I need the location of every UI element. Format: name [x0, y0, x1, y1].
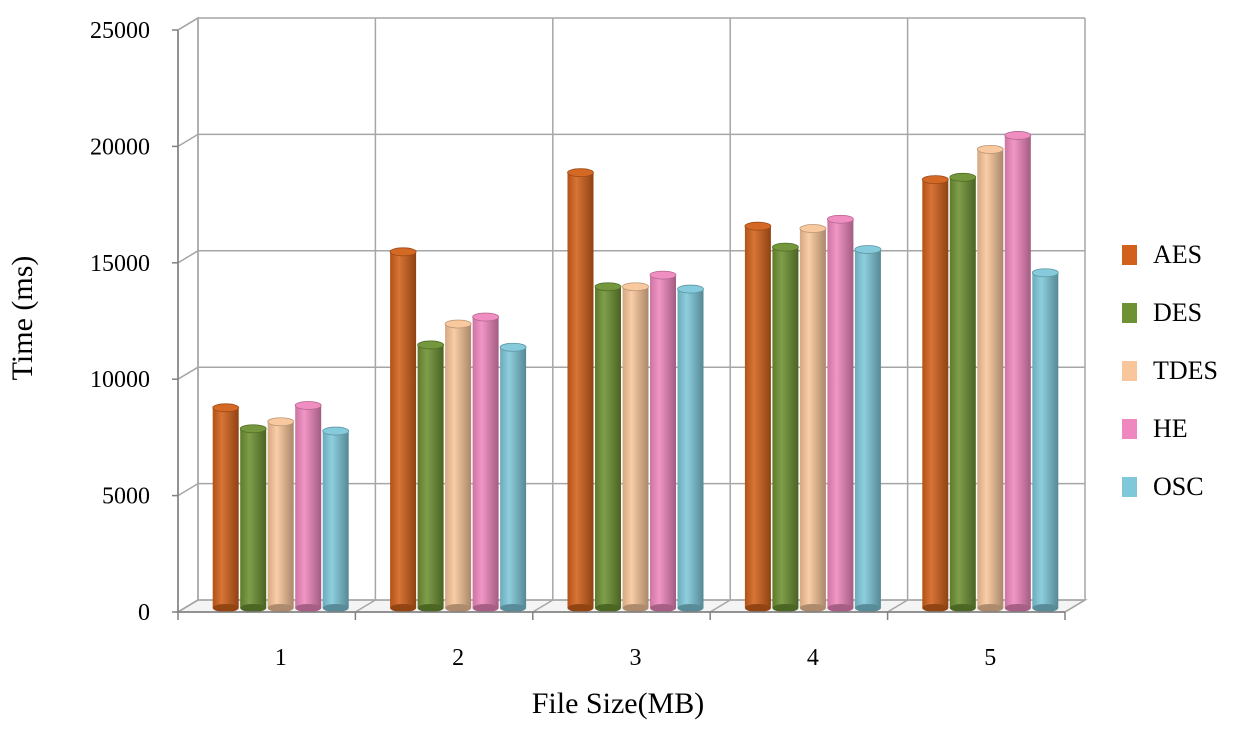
- legend-label: TDES: [1153, 356, 1218, 385]
- bar-des-2: [417, 340, 445, 612]
- y-tick-label: 25000: [90, 18, 150, 44]
- legend-swatch: [1122, 303, 1137, 323]
- floor-divider: [887, 599, 908, 613]
- legend-label: OSC: [1153, 472, 1204, 501]
- gridline-side: [177, 133, 199, 148]
- bar-tdes-5: [976, 144, 1004, 612]
- legend-item-aes: AES: [1122, 240, 1202, 269]
- bar-aes-5: [921, 175, 949, 612]
- legend-label: DES: [1153, 298, 1202, 327]
- bars: [212, 131, 1059, 612]
- bar-he-5: [1004, 131, 1032, 612]
- x-axis-title: File Size(MB): [532, 687, 705, 720]
- legend-label: AES: [1153, 240, 1202, 269]
- x-tick-label: 1: [275, 645, 287, 671]
- legend-label: HE: [1153, 414, 1188, 443]
- legend-item-tdes: TDES: [1122, 356, 1218, 385]
- legend: AES DES TDES HE OSC: [1122, 240, 1218, 501]
- bar-des-3: [594, 282, 622, 612]
- y-tick-label: 10000: [90, 367, 150, 393]
- legend-item-he: HE: [1122, 414, 1188, 443]
- gridline-side: [177, 482, 199, 497]
- legend-item-des: DES: [1122, 298, 1202, 327]
- y-axis-title: Time (ms): [6, 256, 39, 381]
- bar-osc-4: [854, 245, 882, 612]
- floor-divider: [177, 599, 199, 613]
- x-tick-label: 2: [452, 645, 464, 671]
- bar-osc-1: [322, 426, 350, 612]
- legend-swatch: [1122, 361, 1137, 381]
- bar-des-5: [949, 172, 977, 612]
- x-tick-label: 4: [807, 645, 819, 671]
- side-wall: [177, 16, 199, 614]
- bar-des-1: [239, 424, 267, 612]
- legend-swatch: [1122, 477, 1137, 497]
- bar-osc-5: [1031, 268, 1059, 612]
- y-tick-label: 15000: [90, 251, 150, 277]
- bar-he-1: [294, 401, 322, 612]
- bar-he-2: [472, 312, 500, 612]
- bar-aes-1: [212, 403, 240, 612]
- bar-tdes-3: [622, 282, 649, 612]
- axes: [172, 29, 1066, 620]
- bar-aes-4: [744, 221, 772, 612]
- gridline-side: [177, 250, 199, 264]
- bar-osc-2: [499, 342, 527, 612]
- bar-he-3: [649, 270, 677, 612]
- legend-swatch: [1122, 245, 1137, 265]
- legend-swatch: [1122, 419, 1137, 439]
- gridline-side: [177, 17, 199, 31]
- bar-aes-3: [567, 168, 594, 612]
- x-tick-label: 3: [630, 645, 642, 671]
- floor-divider: [709, 599, 731, 613]
- legend-item-osc: OSC: [1122, 472, 1204, 501]
- y-tick-label: 5000: [102, 484, 150, 510]
- floor-divider: [1064, 599, 1086, 613]
- floor-divider: [532, 599, 554, 613]
- bar-des-4: [772, 242, 799, 612]
- x-tick-label: 5: [984, 645, 996, 671]
- gridline-side: [177, 366, 199, 380]
- floor-divider: [355, 599, 376, 613]
- y-tick-label: 20000: [90, 134, 150, 160]
- bar-tdes-4: [799, 224, 827, 612]
- bar-tdes-1: [267, 417, 295, 612]
- bar-osc-3: [677, 284, 704, 612]
- tick-labels: 0 5000 10000 15000 20000 25000 1 2 3 4 5: [90, 18, 996, 671]
- bar-aes-2: [389, 247, 417, 612]
- bar-he-4: [827, 214, 854, 612]
- y-tick-label: 0: [138, 600, 150, 626]
- bar-tdes-2: [444, 319, 472, 612]
